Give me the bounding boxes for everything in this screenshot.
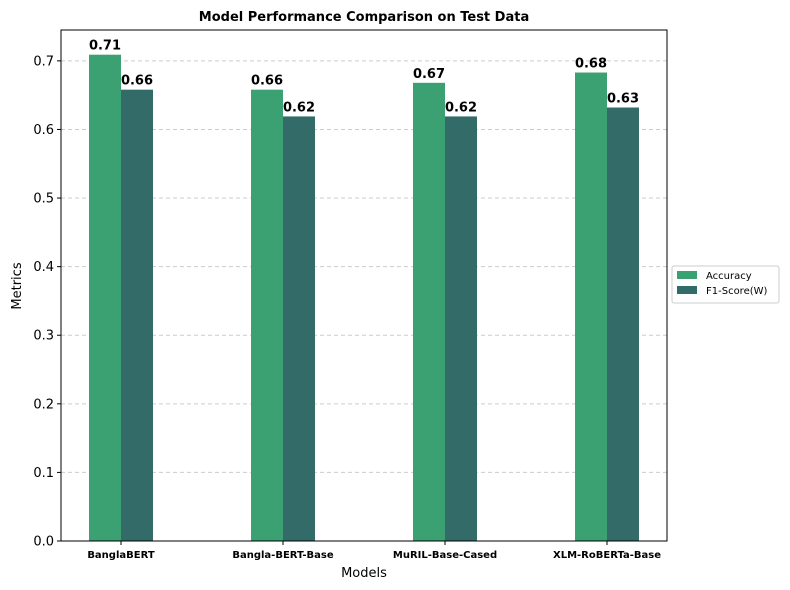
x-axis-ticks: BanglaBERT Bangla-BERT-Base MuRIL-Base-Cas… bbox=[87, 541, 661, 561]
legend: Accuracy F1-Score(W) bbox=[671, 265, 780, 304]
data-label: 0.66 bbox=[251, 74, 283, 89]
legend-label: F1-Score(W) bbox=[706, 286, 768, 297]
bar-accuracy bbox=[251, 89, 283, 541]
bar-f1-score-w- bbox=[607, 107, 639, 541]
y-tick-label: 0.6 bbox=[33, 123, 54, 138]
plot-frame bbox=[60, 29, 668, 542]
bar-f1-score-w- bbox=[121, 89, 153, 541]
data-label: 0.63 bbox=[607, 92, 639, 107]
data-label: 0.66 bbox=[121, 74, 153, 89]
y-tick-label: 0.2 bbox=[33, 397, 54, 412]
legend-swatch bbox=[677, 271, 697, 279]
x-axis-label: Models bbox=[341, 566, 387, 581]
y-axis-ticks: 0.0 0.1 0.2 0.3 0.4 0.5 0.6 0.7 bbox=[33, 54, 61, 550]
data-label: 0.67 bbox=[413, 67, 445, 82]
bar-accuracy bbox=[89, 54, 121, 541]
x-tick-label: XLM-RoBERTa-Base bbox=[553, 550, 661, 561]
data-label: 0.68 bbox=[575, 57, 607, 72]
y-tick-label: 0.5 bbox=[33, 192, 54, 207]
chart-title: Model Performance Comparison on Test Dat… bbox=[199, 10, 529, 25]
x-tick-label: BanglaBERT bbox=[87, 550, 155, 561]
y-tick-label: 0.0 bbox=[33, 535, 54, 550]
bar-accuracy bbox=[413, 82, 445, 542]
y-tick-label: 0.1 bbox=[33, 466, 54, 481]
data-labels: 0.710.66 0.660.620.670.620.680.63 bbox=[89, 39, 639, 116]
data-label: 0.62 bbox=[283, 100, 315, 115]
x-tick-label: Bangla-BERT-Base bbox=[232, 550, 334, 561]
legend-swatch bbox=[677, 286, 697, 294]
bar-f1-score-w- bbox=[445, 116, 477, 541]
y-axis-label: Metrics bbox=[10, 262, 25, 309]
bars bbox=[89, 54, 639, 542]
y-tick-label: 0.3 bbox=[33, 329, 54, 344]
legend-label: Accuracy bbox=[706, 271, 752, 282]
legend-box bbox=[671, 265, 780, 304]
x-tick-label: MuRIL-Base-Cased bbox=[393, 550, 497, 561]
data-label: 0.71 bbox=[89, 39, 121, 54]
y-tick-label: 0.4 bbox=[33, 260, 54, 275]
data-label: 0.62 bbox=[445, 100, 477, 115]
bar-f1-score-w- bbox=[283, 116, 315, 541]
grid-lines bbox=[61, 60, 667, 542]
bar-accuracy bbox=[575, 72, 607, 541]
y-tick-label: 0.7 bbox=[33, 54, 54, 69]
